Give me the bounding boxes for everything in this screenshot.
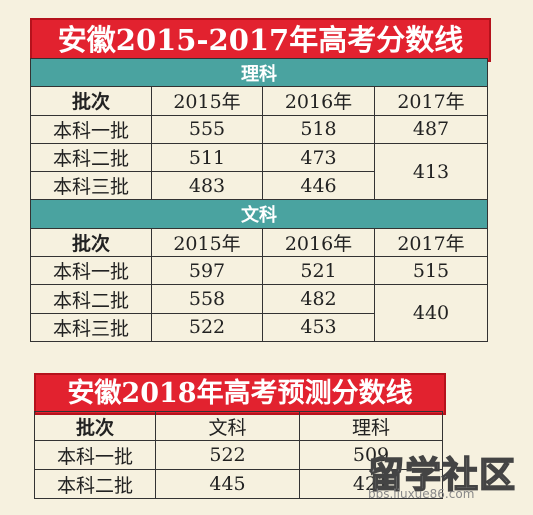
header-batch: 批次	[30, 227, 152, 258]
prediction-table: 批次 文科 理科 本科一批 522 509 本科二批 445 421	[34, 411, 443, 499]
score-cell: 446	[262, 171, 375, 201]
header-arts: 文科	[155, 411, 300, 441]
science-section-header: 理科	[30, 57, 488, 88]
score-cell: 558	[151, 284, 263, 314]
score-cell: 522	[155, 440, 300, 470]
score-cell: 597	[151, 256, 263, 286]
header-2017: 2017年	[374, 86, 488, 116]
score-cell: 509	[299, 440, 443, 470]
table-row: 本科二批 558 482 440	[30, 284, 488, 342]
header-2016: 2016年	[262, 86, 375, 116]
score-cell: 555	[151, 114, 263, 144]
batch-cell: 本科三批	[30, 312, 152, 342]
batch-cell: 本科三批	[30, 171, 152, 201]
header-2015: 2015年	[151, 227, 263, 258]
score-cell: 515	[374, 256, 488, 286]
header-2015: 2015年	[151, 86, 263, 116]
watermark-url: bbs.liuxue86.com	[368, 487, 475, 501]
score-cell: 522	[151, 312, 263, 342]
batch-cell: 本科二批	[30, 142, 152, 173]
watermark-logo: 留学社区	[367, 454, 517, 497]
score-cell: 518	[262, 114, 375, 144]
table-row: 本科一批 522 509	[34, 440, 443, 470]
score-cell: 511	[151, 142, 263, 173]
prediction-header-row: 批次 文科 理科	[34, 411, 443, 441]
score-cell-merged: 413	[374, 142, 488, 201]
header-science: 理科	[299, 411, 443, 441]
science-header-row: 批次 2015年 2016年 2017年	[30, 86, 488, 116]
score-cell: 487	[374, 114, 488, 144]
science-section-label: 理科	[30, 57, 488, 88]
score-cell-merged: 440	[374, 284, 488, 342]
batch-cell: 本科一批	[34, 440, 156, 470]
page-title: 安徽2015-2017年高考分数线	[30, 18, 491, 62]
arts-section-label: 文科	[30, 199, 488, 229]
score-cell: 445	[155, 469, 300, 499]
table-row: 本科三批 483 446	[30, 171, 488, 201]
batch-cell: 本科一批	[30, 114, 152, 144]
arts-section-header: 文科	[30, 199, 488, 229]
table-row: 本科一批 555 518 487	[30, 114, 488, 144]
table-row: 本科二批 445 421	[34, 469, 443, 499]
arts-header-row: 批次 2015年 2016年 2017年	[30, 227, 488, 258]
score-cell: 483	[151, 171, 263, 201]
batch-cell: 本科二批	[34, 469, 156, 499]
table-row: 本科三批 522 453	[30, 312, 488, 342]
table-row: 本科二批 511 473 413	[30, 142, 488, 201]
batch-cell: 本科二批	[30, 284, 152, 314]
header-batch: 批次	[30, 86, 152, 116]
score-cell: 482	[262, 284, 375, 314]
table-row: 本科一批 597 521 515	[30, 256, 488, 286]
score-cell: 473	[262, 142, 375, 173]
batch-cell: 本科一批	[30, 256, 152, 286]
header-batch: 批次	[34, 411, 156, 441]
score-cell: 453	[262, 312, 375, 342]
score-cell: 421	[299, 469, 443, 499]
score-cell: 521	[262, 256, 375, 286]
score-table-2015-2017: 理科 批次 2015年 2016年 2017年 本科一批 555 518 487…	[30, 57, 488, 342]
prediction-title: 安徽2018年高考预测分数线	[34, 373, 446, 415]
header-2017: 2017年	[374, 227, 488, 258]
header-2016: 2016年	[262, 227, 375, 258]
